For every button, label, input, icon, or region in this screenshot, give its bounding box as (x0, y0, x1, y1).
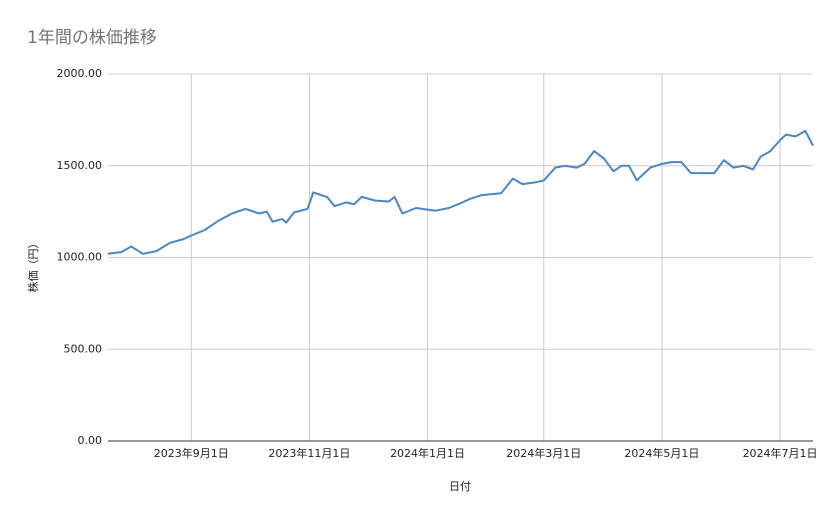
x-tick-label: 2024年5月1日 (624, 446, 699, 460)
y-tick-label: 1000.00 (57, 251, 103, 264)
x-tick-label: 2024年7月1日 (743, 446, 818, 460)
y-tick-label: 2000.00 (57, 67, 103, 80)
x-tick-label: 2023年11月1日 (268, 446, 350, 460)
x-tick-label: 2024年3月1日 (506, 446, 581, 460)
x-tick-label: 2023年9月1日 (154, 446, 229, 460)
data-line (107, 129, 814, 255)
y-tick-label: 1500.00 (57, 159, 103, 172)
y-axis-label: 株価（円） (26, 238, 40, 293)
x-tick-label: 2024年1月1日 (390, 446, 465, 460)
y-tick-label: 0.00 (78, 434, 103, 447)
chart-title: 1年間の株価推移 (27, 28, 157, 48)
y-tick-label: 500.00 (64, 342, 103, 355)
x-axis-label: 日付 (449, 480, 471, 493)
